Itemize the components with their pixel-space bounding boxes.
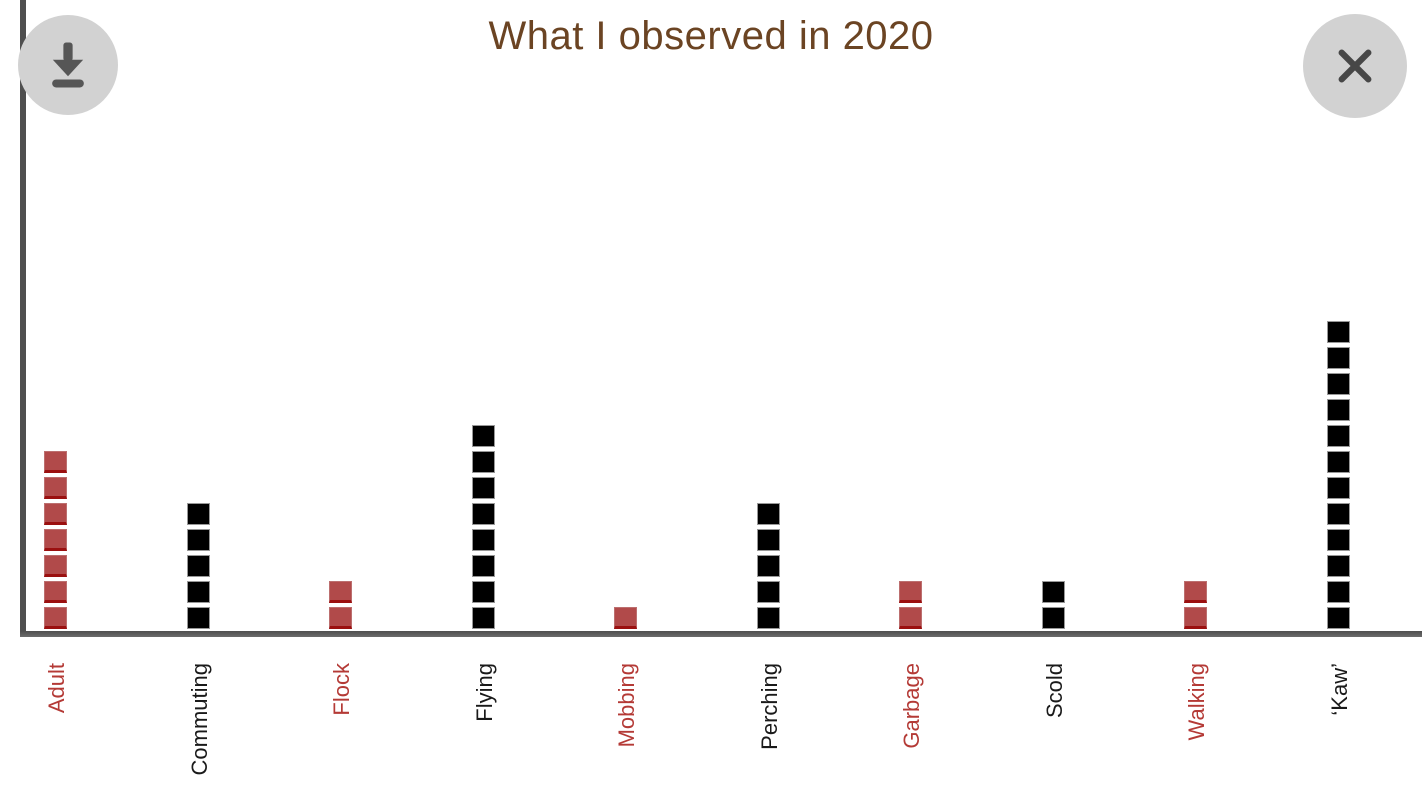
bar-column-walking	[1184, 577, 1207, 629]
unit-square	[1326, 399, 1350, 421]
unit-square	[1326, 607, 1350, 629]
bar-column-kaw	[1326, 317, 1350, 629]
unit-square	[1184, 607, 1207, 629]
unit-square	[329, 581, 352, 603]
unit-square	[614, 607, 637, 629]
x-tick-label-garbage: Garbage	[899, 663, 924, 749]
unit-square	[471, 607, 495, 629]
bar-column-adult	[44, 447, 67, 629]
download-icon	[35, 32, 101, 98]
unit-square	[1041, 607, 1065, 629]
unit-square	[1326, 477, 1350, 499]
unit-square	[186, 607, 210, 629]
bar-column-scold	[1041, 577, 1065, 629]
unit-square	[1326, 347, 1350, 369]
x-axis-line	[20, 631, 1422, 637]
unit-square	[44, 451, 67, 473]
unit-square	[44, 529, 67, 551]
x-tick-label-flock: Flock	[329, 663, 354, 716]
bar-column-flying	[471, 421, 495, 629]
unit-square	[1326, 373, 1350, 395]
unit-square	[471, 581, 495, 603]
x-tick-label-kaw: ‘Kaw’	[1326, 663, 1352, 716]
unit-square	[1326, 529, 1350, 551]
unit-square	[1326, 555, 1350, 577]
download-button[interactable]	[18, 15, 118, 115]
unit-square	[1326, 451, 1350, 473]
unit-square	[1326, 503, 1350, 525]
unit-square	[1041, 581, 1065, 603]
unit-square	[471, 555, 495, 577]
unit-square	[471, 529, 495, 551]
bar-column-commuting	[186, 499, 210, 629]
unit-square	[756, 581, 780, 603]
unit-square	[186, 555, 210, 577]
unit-square	[329, 607, 352, 629]
x-tick-label-walking: Walking	[1184, 663, 1209, 741]
close-icon	[1320, 31, 1390, 101]
unit-square	[756, 503, 780, 525]
unit-square	[756, 555, 780, 577]
unit-square	[44, 555, 67, 577]
unit-square	[899, 581, 922, 603]
unit-square	[756, 607, 780, 629]
unit-square	[44, 477, 67, 499]
unit-square	[1326, 321, 1350, 343]
chart-title: What I observed in 2020	[488, 14, 934, 58]
unit-square	[756, 529, 780, 551]
bar-column-perching	[756, 499, 780, 629]
unit-square	[471, 451, 495, 473]
unit-square	[186, 529, 210, 551]
x-tick-label-flying: Flying	[471, 663, 497, 722]
unit-square	[1326, 581, 1350, 603]
unit-square	[471, 477, 495, 499]
x-tick-label-commuting: Commuting	[186, 663, 212, 776]
unit-square	[44, 581, 67, 603]
unit-square	[186, 503, 210, 525]
unit-square	[186, 581, 210, 603]
close-button[interactable]	[1303, 14, 1407, 118]
unit-square	[1326, 425, 1350, 447]
x-tick-label-mobbing: Mobbing	[614, 663, 639, 748]
bar-column-garbage	[899, 577, 922, 629]
x-tick-label-perching: Perching	[756, 663, 782, 750]
bar-column-mobbing	[614, 603, 637, 629]
unit-square	[1184, 581, 1207, 603]
unit-square	[44, 503, 67, 525]
x-tick-label-scold: Scold	[1041, 663, 1067, 719]
y-axis-line	[20, 0, 26, 637]
x-tick-label-adult: Adult	[44, 663, 69, 714]
unit-square	[471, 503, 495, 525]
unit-square	[899, 607, 922, 629]
unit-square	[44, 607, 67, 629]
unit-square	[471, 425, 495, 447]
bar-column-flock	[329, 577, 352, 629]
